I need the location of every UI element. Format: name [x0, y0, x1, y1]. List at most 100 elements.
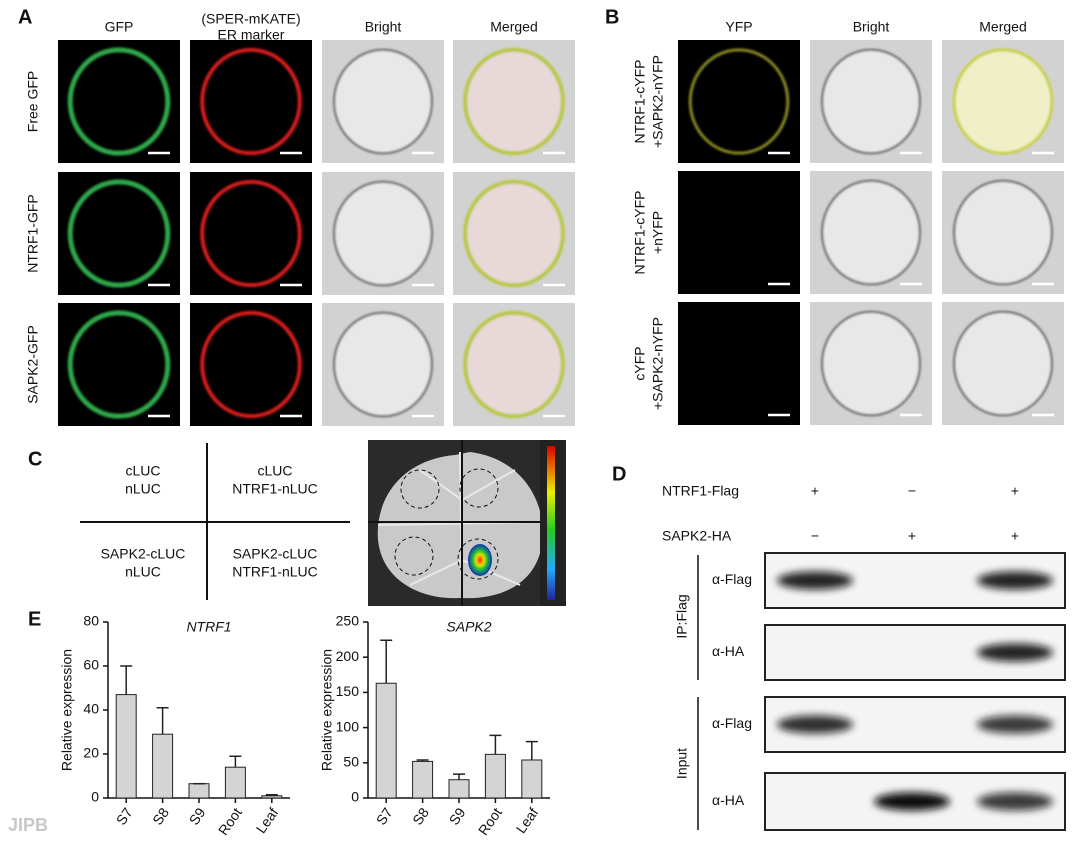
y-tick-label: 100 — [336, 718, 360, 734]
cell — [463, 310, 565, 419]
x-tick-label: S9 — [186, 804, 209, 827]
micrograph-bg — [58, 40, 180, 163]
row-label-line: +SAPK2-nYFP — [650, 317, 666, 410]
cell — [953, 179, 1053, 286]
micrograph-bg — [190, 303, 312, 426]
y-axis-label: Relative expression — [319, 649, 335, 771]
cell — [688, 48, 790, 155]
quadrant-label: SAPK2-cLUC — [233, 546, 318, 562]
cell — [67, 47, 171, 156]
micrograph — [322, 303, 444, 426]
micrograph — [453, 172, 575, 295]
blot-label: α-Flag — [712, 571, 752, 587]
bar — [375, 682, 397, 799]
row-label: SAPK2-GFP — [25, 325, 41, 404]
quadrant-label: cLUC — [125, 463, 160, 479]
error-bar — [380, 639, 393, 684]
condition-label: NTRF1-Flag — [662, 483, 739, 499]
quadrant-label: NTRF1-nLUC — [232, 564, 318, 580]
group-label: Input — [674, 748, 690, 779]
micrograph — [322, 172, 444, 295]
band — [977, 792, 1053, 811]
quadrant-label: NTRF1-nLUC — [232, 481, 318, 497]
error-bar — [156, 707, 169, 735]
micrograph — [190, 303, 312, 426]
x-tick-label: Leaf — [513, 805, 542, 837]
cell — [333, 180, 433, 287]
micrograph — [678, 171, 800, 294]
band — [777, 715, 853, 734]
condition-sign: − — [908, 483, 916, 499]
micrograph-bg — [678, 40, 800, 163]
panel-label: B — [605, 6, 619, 28]
x-tick-label: S8 — [149, 804, 172, 827]
condition-sign: + — [908, 528, 916, 544]
bar — [261, 795, 283, 799]
row-label-line: cYFP — [632, 346, 648, 380]
x-tick-label: S7 — [113, 804, 136, 827]
bar — [188, 783, 210, 799]
column-header: Bright — [853, 19, 890, 35]
band — [777, 571, 853, 590]
micrograph-bg — [58, 172, 180, 295]
row-label-line: NTRF1-cYFP — [632, 60, 648, 144]
watermark: JIPB — [8, 815, 48, 835]
quadrant-label: SAPK2-cLUC — [101, 546, 186, 562]
cell — [333, 311, 433, 418]
panel-label: D — [612, 463, 626, 485]
micrograph-bg — [678, 302, 800, 425]
micrograph — [453, 303, 575, 426]
blot-label: α-HA — [712, 792, 745, 808]
row-label: NTRF1-cYFP +SAPK2-nYFP — [632, 55, 666, 148]
micrograph — [678, 40, 800, 163]
row-label: Free GFP — [25, 71, 41, 132]
y-tick-label: 250 — [336, 613, 360, 629]
column-header: ER marker — [218, 27, 285, 43]
band — [977, 643, 1053, 662]
blot-label: α-Flag — [712, 715, 752, 731]
cell — [67, 310, 171, 419]
row-label: NTRF1-cYFP +nYFP — [632, 191, 666, 275]
bar — [484, 753, 506, 799]
y-tick-label: 50 — [343, 754, 359, 770]
y-tick-label: 80 — [83, 613, 99, 629]
micrograph — [190, 40, 312, 163]
x-tick-label: Leaf — [253, 805, 282, 837]
row-label: NTRF1-GFP — [25, 194, 41, 273]
column-header: Merged — [979, 19, 1026, 35]
cell — [67, 179, 171, 288]
x-tick-label: S8 — [409, 804, 432, 827]
panel-label: A — [18, 6, 32, 28]
cell — [952, 48, 1054, 155]
group-label-text: Input — [674, 748, 690, 779]
band — [977, 571, 1053, 590]
y-tick-label: 0 — [91, 789, 99, 805]
error-bar — [453, 773, 465, 780]
micrograph — [942, 302, 1064, 425]
column-header: Bright — [365, 19, 402, 35]
error-bar — [416, 759, 429, 762]
quadrant-label: nLUC — [125, 564, 161, 580]
row-label: cYFP +SAPK2-nYFP — [632, 317, 666, 410]
condition-label: SAPK2-HA — [662, 528, 732, 544]
micrograph — [322, 40, 444, 163]
chart-title: NTRF1 — [186, 619, 231, 635]
micrograph-bg — [58, 303, 180, 426]
error-bar — [229, 755, 242, 768]
micrograph — [678, 302, 800, 425]
condition-sign: + — [811, 483, 819, 499]
error-bar — [120, 665, 133, 695]
micrograph — [453, 40, 575, 163]
bar — [412, 760, 434, 799]
x-tick-label: S7 — [373, 804, 396, 827]
micrograph-bg — [678, 171, 800, 294]
bar — [448, 779, 470, 799]
error-bar — [489, 734, 502, 755]
group-label-text: IP:Flag — [674, 594, 690, 638]
y-axis-label-text: Relative expression — [319, 649, 335, 771]
micrograph — [58, 303, 180, 426]
row-label-line: SAPK2-GFP — [25, 325, 41, 404]
cell — [200, 47, 302, 156]
y-tick-label: 40 — [83, 701, 99, 717]
